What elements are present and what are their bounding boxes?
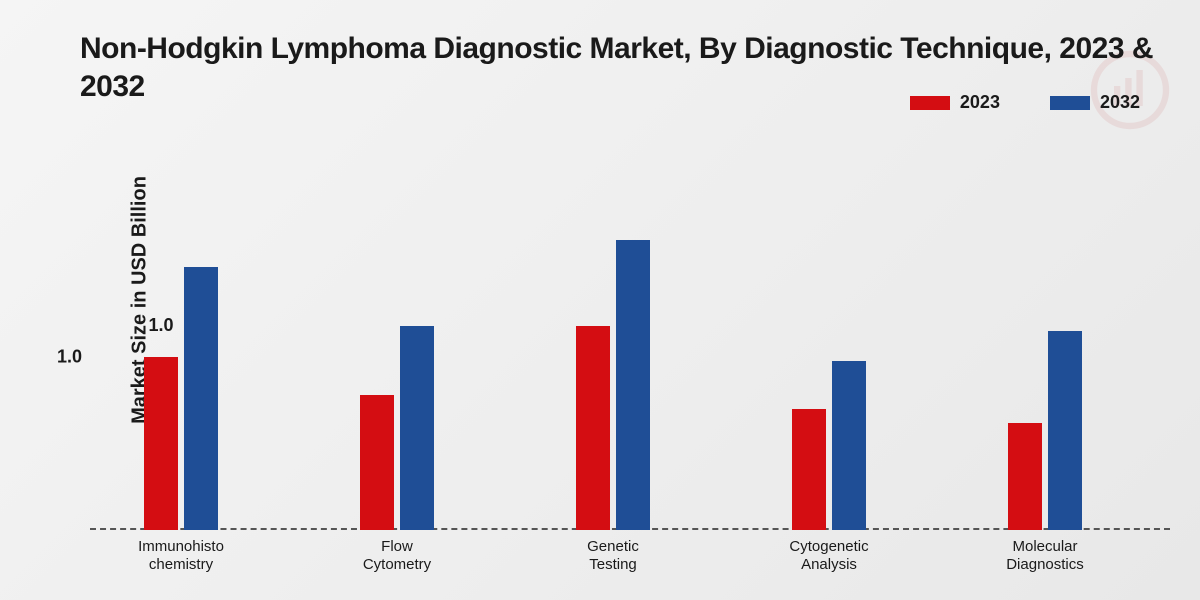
- y-tick-1: 1.0: [57, 347, 82, 368]
- legend-swatch-2023: [910, 96, 950, 110]
- legend-label-2023: 2023: [960, 92, 1000, 113]
- plot-area: 1.0 Immunohisto chemistry1.0 Flow Cytomet…: [90, 150, 1170, 530]
- bar-2032: [616, 240, 650, 530]
- x-category-label: Molecular Diagnostics: [975, 538, 1115, 574]
- x-category-label: Cytogenetic Analysis: [759, 538, 899, 574]
- bar-2032: [832, 361, 866, 530]
- bar-group: Genetic Testing: [576, 240, 650, 530]
- x-category-label: Flow Cytometry: [327, 538, 467, 574]
- legend: 2023 2032: [910, 92, 1140, 113]
- bar-group: Immunohisto chemistry1.0: [144, 267, 218, 530]
- bar-2023: [792, 409, 826, 530]
- bar-group: Flow Cytometry: [360, 326, 434, 530]
- bar-2032: [400, 326, 434, 530]
- bar-group: Molecular Diagnostics: [1008, 331, 1082, 530]
- bar-2032: [184, 267, 218, 530]
- bar-2023: [1008, 423, 1042, 530]
- x-category-label: Immunohisto chemistry: [111, 538, 251, 574]
- bar-2023: [144, 357, 178, 530]
- legend-label-2032: 2032: [1100, 92, 1140, 113]
- bar-value-label: 1.0: [148, 315, 173, 336]
- legend-swatch-2032: [1050, 96, 1090, 110]
- x-category-label: Genetic Testing: [543, 538, 683, 574]
- bar-2023: [576, 326, 610, 530]
- bar-2032: [1048, 331, 1082, 530]
- bar-group: Cytogenetic Analysis: [792, 361, 866, 530]
- bar-2023: [360, 395, 394, 530]
- legend-item-2023: 2023: [910, 92, 1000, 113]
- legend-item-2032: 2032: [1050, 92, 1140, 113]
